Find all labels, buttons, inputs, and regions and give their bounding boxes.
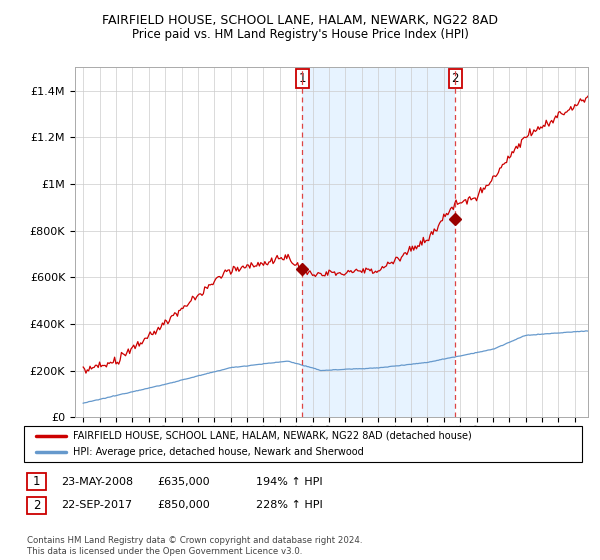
- Text: HPI: Average price, detached house, Newark and Sherwood: HPI: Average price, detached house, Newa…: [73, 447, 364, 457]
- Text: 2: 2: [452, 72, 459, 86]
- Text: FAIRFIELD HOUSE, SCHOOL LANE, HALAM, NEWARK, NG22 8AD (detached house): FAIRFIELD HOUSE, SCHOOL LANE, HALAM, NEW…: [73, 431, 472, 441]
- Text: 1: 1: [299, 72, 306, 86]
- Bar: [302, 67, 455, 417]
- Text: £850,000: £850,000: [157, 500, 210, 510]
- Text: 194% ↑ HPI: 194% ↑ HPI: [256, 477, 323, 487]
- Text: Contains HM Land Registry data © Crown copyright and database right 2024.
This d: Contains HM Land Registry data © Crown c…: [27, 536, 362, 556]
- Text: 1: 1: [33, 475, 40, 488]
- Text: 228% ↑ HPI: 228% ↑ HPI: [256, 500, 323, 510]
- Text: 23-MAY-2008: 23-MAY-2008: [61, 477, 133, 487]
- Text: 2: 2: [33, 498, 40, 512]
- Text: £635,000: £635,000: [157, 477, 210, 487]
- Text: Price paid vs. HM Land Registry's House Price Index (HPI): Price paid vs. HM Land Registry's House …: [131, 28, 469, 41]
- Text: 22-SEP-2017: 22-SEP-2017: [61, 500, 133, 510]
- Text: FAIRFIELD HOUSE, SCHOOL LANE, HALAM, NEWARK, NG22 8AD: FAIRFIELD HOUSE, SCHOOL LANE, HALAM, NEW…: [102, 14, 498, 27]
